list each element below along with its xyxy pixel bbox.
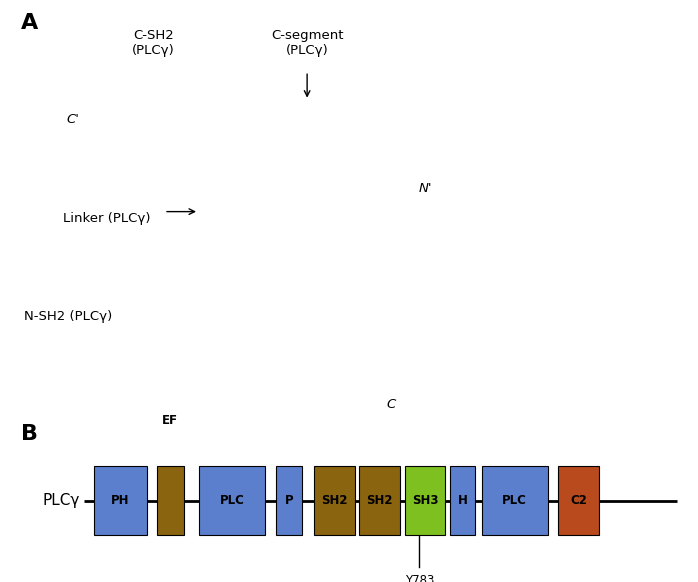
Text: C-segment
(PLCγ): C-segment (PLCγ) [271,29,343,58]
Text: EF: EF [163,414,178,427]
Bar [482,466,548,535]
Bar [450,466,475,535]
Text: N-SH2 (PLCγ): N-SH2 (PLCγ) [24,310,112,323]
Text: A: A [21,13,38,33]
Text: Y783: Y783 [405,574,434,582]
Bar [276,466,302,535]
Text: Linker (PLCγ): Linker (PLCγ) [63,212,150,225]
Text: PLC: PLC [503,494,527,507]
Text: PLC: PLC [220,494,244,507]
Bar [558,466,599,535]
Bar [405,466,445,535]
Text: H: H [457,494,468,507]
Text: PH: PH [111,494,130,507]
Bar [94,466,147,535]
Text: C: C [386,398,396,411]
Text: C': C' [66,113,79,126]
Text: SH3: SH3 [412,494,438,507]
Text: SH2: SH2 [366,494,393,507]
Text: C-SH2
(PLCγ): C-SH2 (PLCγ) [132,29,175,58]
Text: SH2: SH2 [321,494,348,507]
Text: P: P [285,494,293,507]
Text: N': N' [419,182,432,196]
Bar [157,466,184,535]
Bar [199,466,265,535]
Text: C2: C2 [570,494,587,507]
Text: B: B [21,424,38,444]
Bar [314,466,355,535]
Bar [359,466,400,535]
Text: PLCγ: PLCγ [43,493,80,508]
